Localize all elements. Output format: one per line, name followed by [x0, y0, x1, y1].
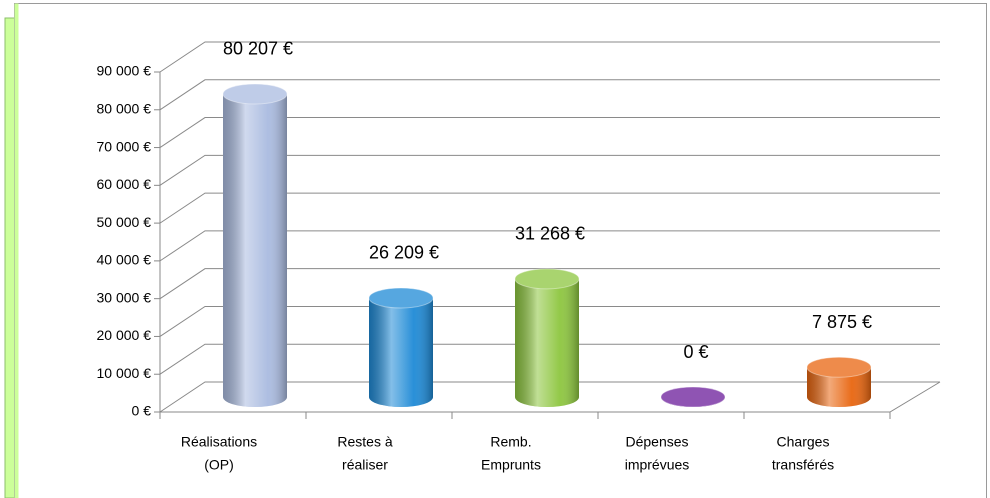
bar-top-shine — [661, 387, 725, 407]
value-label: 0 € — [683, 342, 708, 362]
x-tick-label: Dépenses — [625, 434, 688, 450]
grid-line — [159, 268, 940, 300]
bar-top-shine — [807, 357, 871, 378]
y-tick-label: 80 000 € — [97, 100, 152, 116]
grid-line — [159, 154, 940, 186]
x-tick-label: Emprunts — [481, 457, 541, 473]
value-label: 80 207 € — [223, 39, 293, 59]
x-tick-label: transférés — [772, 457, 834, 473]
x-tick-label: imprévues — [625, 457, 690, 473]
x-tick-label: Remb. — [490, 434, 531, 450]
y-tick-label: 10 000 € — [97, 365, 152, 381]
value-label: 7 875 € — [812, 312, 872, 332]
bar-top — [660, 386, 726, 408]
frame-accent — [14, 3, 19, 498]
grid-line — [159, 230, 940, 262]
grid-line — [159, 305, 940, 337]
y-tick-label: 90 000 € — [97, 63, 152, 79]
side-strip — [4, 17, 16, 498]
y-tick-label: 40 000 € — [97, 252, 152, 268]
y-tick-label: 50 000 € — [97, 214, 152, 230]
bar-top — [222, 83, 288, 105]
bar-shine — [223, 93, 287, 407]
bar-top — [514, 268, 580, 290]
y-tick-label: 70 000 € — [97, 138, 152, 154]
bar-shine — [515, 278, 579, 407]
grid-line — [159, 381, 940, 413]
x-tick-label: réaliser — [342, 457, 388, 473]
x-tick-label: Restes à — [337, 434, 392, 450]
chart-frame — [14, 3, 987, 498]
bar-top — [368, 287, 434, 309]
x-tick-label: Charges — [777, 434, 830, 450]
x-tick-label: Réalisations — [181, 434, 257, 450]
grid-line — [159, 343, 940, 375]
grid-line — [159, 79, 940, 111]
y-tick-label: 0 € — [132, 403, 152, 419]
y-tick-label: 20 000 € — [97, 327, 152, 343]
grid-line — [159, 41, 940, 73]
bar-top-shine — [223, 83, 287, 104]
x-tick-label: (OP) — [204, 457, 234, 473]
bar-top — [806, 356, 872, 378]
grid-line — [159, 117, 940, 148]
value-label: 26 209 € — [369, 243, 439, 263]
value-label: 31 268 € — [515, 224, 585, 244]
bar-shine — [369, 297, 433, 407]
y-tick-label: 60 000 € — [97, 176, 152, 192]
y-tick-label: 30 000 € — [97, 289, 152, 305]
bar-top-shine — [515, 268, 579, 289]
bar-shine — [807, 367, 871, 407]
grid-line — [159, 192, 940, 224]
bar-top-shine — [369, 287, 433, 308]
